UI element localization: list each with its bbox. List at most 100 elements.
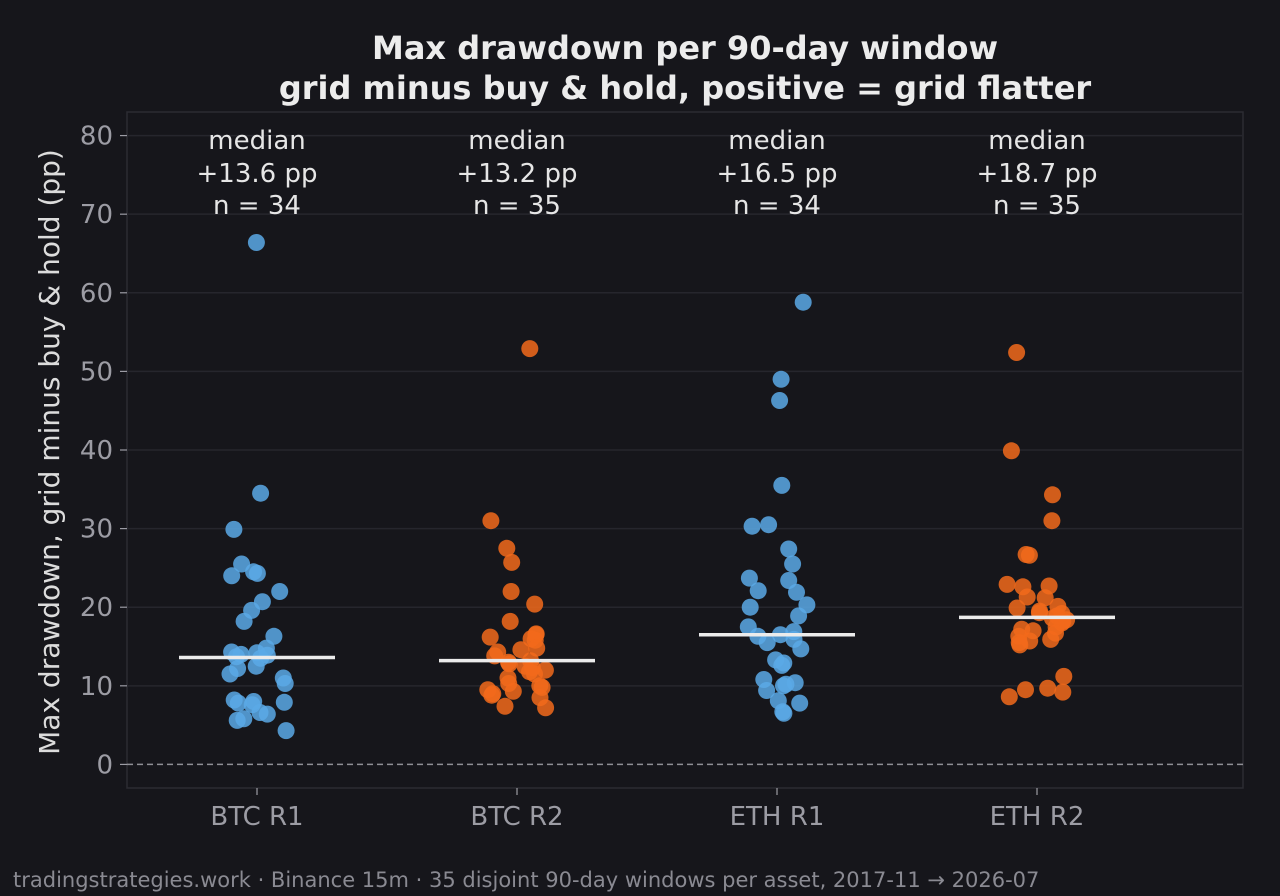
data-point — [233, 555, 251, 573]
grid-lines — [127, 134, 1243, 687]
data-point — [780, 540, 798, 558]
data-point — [271, 583, 289, 600]
data-point — [521, 340, 539, 358]
data-point — [743, 517, 761, 535]
data-point — [771, 392, 789, 409]
median-value-label: +18.7 pp — [977, 159, 1098, 189]
data-point — [247, 234, 265, 251]
sample-count-label: n = 35 — [993, 191, 1081, 221]
data-point — [1044, 486, 1061, 504]
data-point — [1039, 679, 1057, 697]
median-label: median — [208, 126, 305, 156]
data-point — [252, 484, 270, 502]
y-tick-label: 70 — [80, 200, 113, 230]
data-point — [1002, 442, 1020, 460]
data-point — [276, 675, 294, 692]
data-point — [773, 476, 791, 494]
x-tick-label: ETH R2 — [990, 802, 1085, 832]
data-points — [221, 234, 1076, 740]
median-value-label: +16.5 pp — [717, 159, 838, 189]
data-point — [247, 657, 265, 675]
median-label: median — [988, 126, 1085, 156]
data-point — [1042, 630, 1060, 648]
data-point — [1020, 546, 1038, 564]
data-point — [741, 598, 759, 616]
footer-source: tradingstrategies.work · Binance 15m · 3… — [13, 868, 1039, 892]
data-point — [229, 694, 247, 712]
data-point — [221, 665, 239, 683]
data-point — [498, 539, 516, 557]
data-point — [502, 583, 520, 600]
data-point — [772, 370, 790, 388]
data-point — [275, 693, 293, 711]
data-point — [526, 595, 544, 613]
y-tick-label: 50 — [80, 357, 113, 387]
data-point — [784, 555, 802, 573]
data-point — [792, 640, 810, 658]
data-point — [1036, 589, 1054, 607]
data-point — [749, 582, 767, 600]
data-point — [235, 612, 253, 630]
y-tick-label: 40 — [80, 436, 113, 466]
median-value-label: +13.2 pp — [457, 159, 578, 189]
data-point — [773, 656, 791, 674]
data-point — [501, 612, 519, 630]
data-point — [277, 722, 295, 740]
x-tick-label: BTC R1 — [210, 802, 303, 832]
data-point — [791, 694, 809, 712]
y-tick-label: 80 — [80, 122, 113, 152]
data-point — [1018, 588, 1036, 606]
chart-subtitle: grid minus buy & hold, positive = grid f… — [279, 69, 1092, 107]
data-point — [1008, 344, 1026, 361]
data-point — [228, 711, 246, 729]
y-tick-label: 30 — [80, 515, 113, 545]
data-point — [1054, 683, 1072, 701]
sample-count-label: n = 35 — [473, 191, 561, 221]
data-point — [248, 564, 266, 582]
data-point — [998, 575, 1016, 593]
x-axis-ticks: BTC R1 BTC R2 ETH R1 ETH R2 — [210, 788, 1084, 832]
sample-count-label: n = 34 — [733, 191, 821, 221]
data-point — [482, 512, 500, 530]
y-axis-label: Max drawdown, grid minus buy & hold (pp) — [33, 149, 66, 755]
data-point — [537, 699, 555, 717]
y-tick-label: 0 — [96, 750, 113, 780]
data-point — [528, 639, 546, 657]
data-point — [483, 686, 501, 704]
median-label: median — [728, 126, 825, 156]
y-tick-label: 20 — [80, 593, 113, 623]
data-point — [503, 553, 521, 571]
data-point — [258, 705, 276, 723]
data-point — [775, 677, 792, 695]
data-point — [758, 634, 776, 652]
data-point — [481, 628, 499, 646]
data-point — [1055, 667, 1073, 685]
data-point — [504, 682, 522, 700]
median-lines — [179, 615, 1115, 663]
data-point — [788, 583, 805, 601]
data-point — [794, 293, 812, 311]
chart-title: Max drawdown per 90-day window — [372, 29, 998, 67]
x-tick-label: BTC R2 — [470, 802, 563, 832]
data-point — [790, 607, 808, 625]
data-point — [758, 682, 776, 699]
y-axis-ticks: 0 10 20 30 40 50 60 70 80 — [80, 122, 127, 780]
data-point — [512, 641, 530, 659]
y-tick-label: 60 — [80, 279, 113, 309]
y-tick-label: 10 — [80, 672, 113, 702]
sample-count-label: n = 34 — [213, 191, 301, 221]
data-point — [1008, 599, 1026, 617]
data-point — [1017, 681, 1034, 699]
x-tick-label: ETH R1 — [730, 802, 825, 832]
data-point — [740, 569, 758, 587]
data-point — [1043, 512, 1061, 530]
data-point — [760, 516, 778, 534]
data-point — [775, 704, 793, 722]
median-value-label: +13.6 pp — [197, 159, 318, 189]
median-label: median — [468, 126, 565, 156]
data-point — [1000, 688, 1018, 706]
data-point — [223, 567, 241, 585]
data-point — [496, 697, 514, 715]
